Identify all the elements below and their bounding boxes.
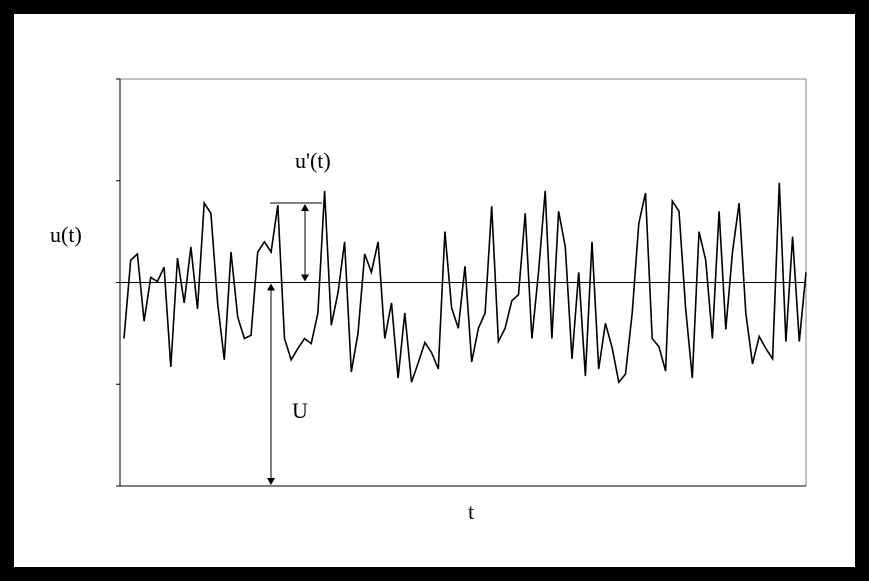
fluctuation-arrow xyxy=(270,202,322,282)
arrowhead xyxy=(301,274,309,282)
x-axis-label: t xyxy=(468,499,474,524)
arrowhead xyxy=(267,283,275,291)
series-line xyxy=(123,182,807,385)
inner-frame xyxy=(12,12,857,569)
arrowhead xyxy=(301,204,309,211)
arrowhead xyxy=(267,478,275,485)
y-axis-label: u(t) xyxy=(50,222,82,247)
mean-label: U xyxy=(292,398,308,423)
mean-arrow xyxy=(267,283,275,485)
y-axis-ticks xyxy=(116,78,120,487)
fluctuation-label: u'(t) xyxy=(295,148,331,173)
